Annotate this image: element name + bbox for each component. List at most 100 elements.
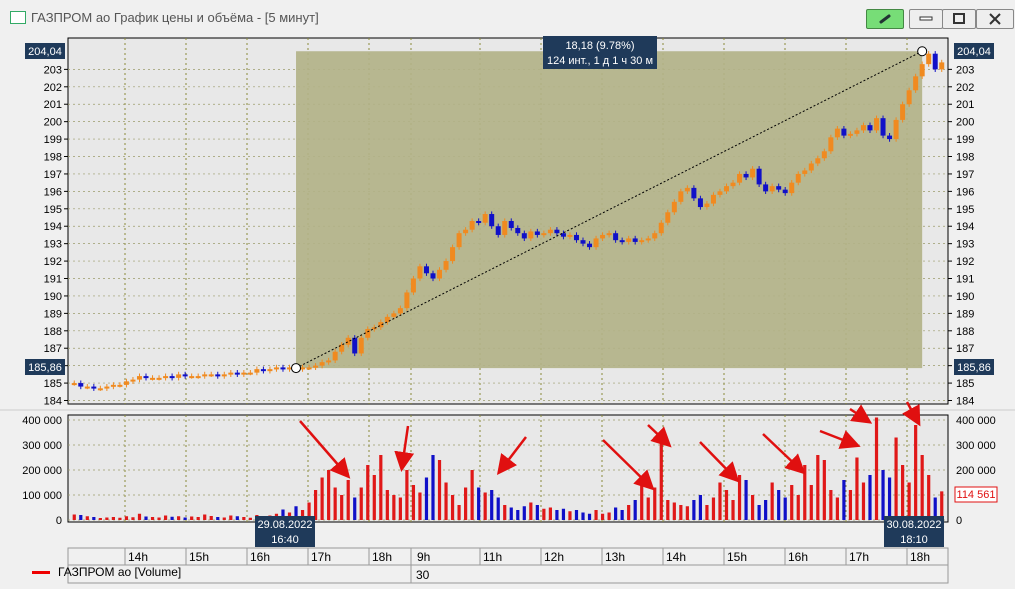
volume-bar	[79, 515, 83, 520]
volume-bar	[614, 507, 618, 520]
candle	[593, 238, 599, 248]
date-axis-label: 30	[416, 568, 430, 582]
candle	[834, 128, 840, 138]
volume-bar	[803, 465, 807, 520]
volume-bar	[914, 425, 918, 520]
close-button[interactable]	[976, 9, 1014, 29]
volume-bar	[568, 511, 572, 520]
volume-bar	[411, 485, 416, 520]
candle	[417, 266, 423, 279]
candle	[326, 360, 332, 363]
price-tick-label: 184	[956, 396, 974, 408]
candle	[150, 377, 156, 380]
time-axis-labels: 14h 15h 16h 17h 18h 9h 11h 12h 13h 14h 15h 16h 17h 18…	[124, 548, 930, 565]
volume-bar	[385, 490, 389, 520]
candle	[737, 173, 743, 183]
volume-bar	[313, 490, 318, 520]
svg-text:30.08.2022: 30.08.2022	[886, 519, 941, 531]
candle	[202, 374, 208, 377]
link-button[interactable]	[866, 9, 904, 29]
candle	[730, 182, 736, 187]
candle	[658, 222, 664, 234]
candle	[443, 261, 449, 270]
volume-bar	[98, 518, 102, 520]
volume-bar	[327, 470, 331, 520]
close-icon	[989, 13, 1001, 25]
candle	[900, 104, 906, 120]
price-tick-label: 193	[956, 239, 974, 251]
price-tick-label: 195	[956, 204, 974, 216]
svg-text:185,86: 185,86	[28, 362, 62, 374]
candle	[300, 367, 306, 370]
volume-bar	[542, 508, 546, 520]
price-tick-label: 188	[956, 326, 974, 338]
volume-bar	[346, 480, 350, 520]
volume-bar	[222, 517, 226, 520]
volume-bar	[750, 495, 755, 520]
candle	[482, 214, 488, 223]
volume-bar	[907, 482, 911, 520]
volume-bar	[333, 487, 337, 520]
price-tick-label: 194	[956, 221, 974, 233]
maximize-button[interactable]	[942, 9, 976, 29]
price-tick-label: 201	[44, 99, 62, 111]
candle	[808, 163, 814, 171]
annotation-arrow	[699, 441, 740, 483]
annotation-arrow	[299, 420, 351, 479]
price-tick-label: 196	[44, 186, 62, 198]
volume-bar	[672, 502, 676, 520]
time-tick-label: 13h	[605, 550, 625, 564]
measurement-span: 124 инт., 1 д 1 ч 30 м	[547, 55, 653, 67]
candle	[143, 376, 149, 379]
measurement-change: 18,18 (9.78%)	[565, 40, 634, 52]
candle	[750, 168, 756, 178]
volume-plot-frame	[67, 414, 949, 523]
volume-bar	[698, 495, 703, 520]
time-tick-label: 18h	[910, 550, 930, 564]
price-tick-label: 197	[956, 169, 974, 181]
svg-text:204,04: 204,04	[957, 46, 991, 58]
volume-bar	[464, 487, 468, 520]
annotation-arrow	[849, 404, 873, 424]
candle	[423, 266, 429, 274]
volume-bar	[809, 485, 813, 520]
volume-bar	[490, 490, 494, 520]
volume-bar	[940, 491, 944, 520]
volume-bar	[111, 517, 115, 520]
candle	[613, 233, 619, 241]
candle	[91, 386, 97, 389]
volume-bar	[300, 510, 305, 520]
volume-bar	[522, 506, 526, 520]
candle	[860, 125, 866, 131]
volume-bar	[529, 502, 533, 520]
minimize-button[interactable]	[909, 9, 943, 29]
measurement-end-point[interactable]	[917, 46, 928, 57]
volume-bar	[835, 497, 839, 520]
volume-bar	[509, 507, 513, 520]
candle	[652, 233, 658, 239]
volume-bar	[203, 514, 207, 520]
time-tick-label: 18h	[372, 550, 392, 564]
price-tick-label: 203	[956, 64, 974, 76]
candle	[573, 234, 579, 241]
legend: ГАЗПРОМ ао [Volume]	[32, 565, 181, 579]
price-tick-label: 199	[956, 134, 974, 146]
volume-bar	[587, 513, 592, 520]
price-volume-chart[interactable]: 1841841851851861861871871881881891891901…	[0, 35, 1015, 584]
volume-bar	[646, 497, 650, 520]
last-volume-label: 114 561	[954, 486, 998, 503]
measurement-start-point[interactable]	[291, 363, 302, 374]
volume-tick-label: 300 000	[22, 440, 62, 452]
volume-bar	[816, 455, 820, 520]
volume-bar	[868, 475, 872, 520]
candle	[378, 322, 384, 328]
candle	[665, 212, 671, 223]
annotation-arrow	[902, 401, 921, 427]
candle	[495, 226, 501, 235]
volume-bar	[861, 482, 866, 520]
price-tick-label: 189	[44, 308, 62, 320]
svg-text:18:10: 18:10	[900, 534, 928, 546]
price-high-label: 204,04	[25, 43, 65, 59]
volume-bar	[894, 437, 898, 520]
volume-bar	[881, 470, 885, 520]
